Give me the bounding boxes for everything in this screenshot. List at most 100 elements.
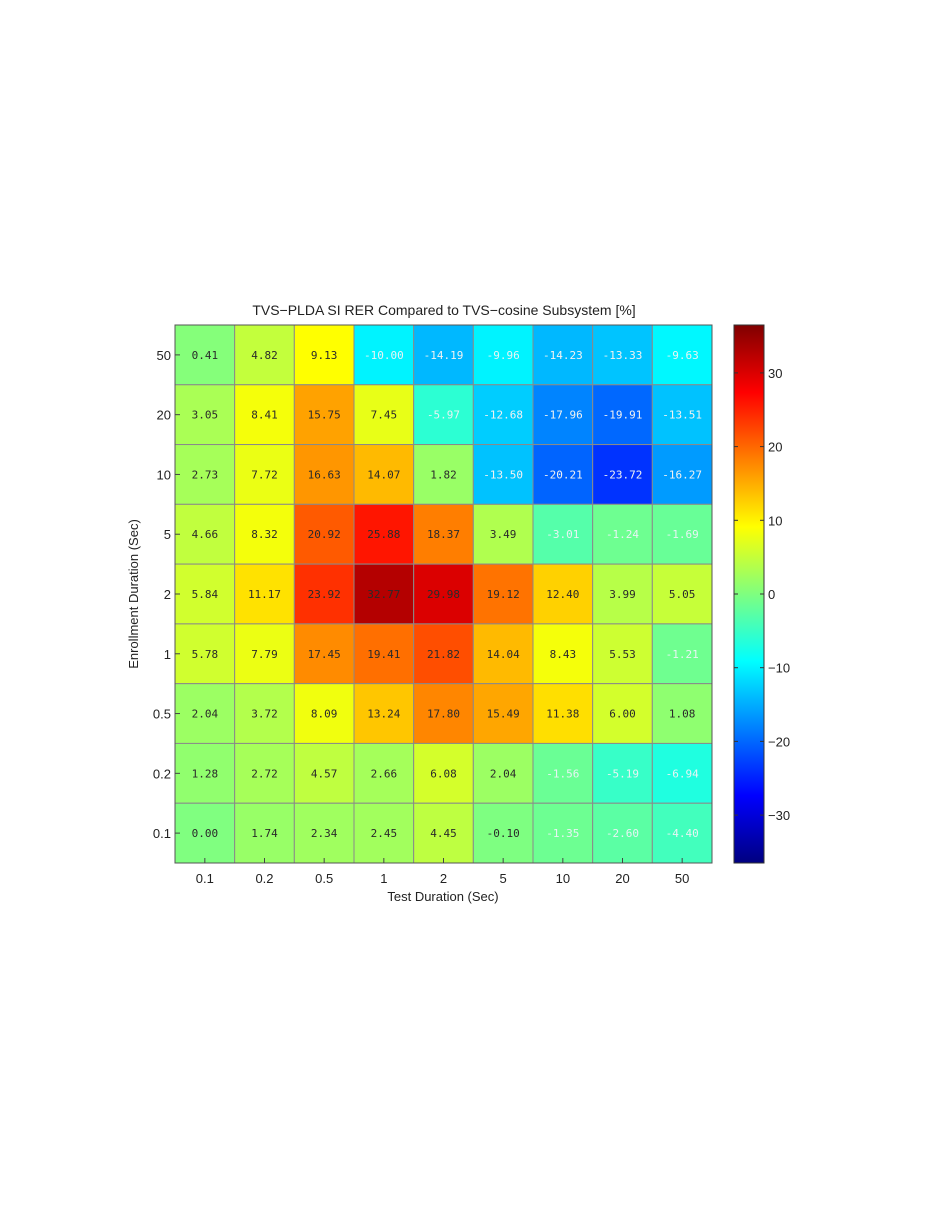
cell-value-label: 5.84 [192,588,219,601]
cell-value-label: 17.80 [427,708,460,721]
y-tick-label: 20 [157,408,171,423]
cell-value-label: 0.00 [192,827,219,840]
cell-value-label: 8.09 [311,708,338,721]
colorbar-tick-label: −20 [768,734,790,749]
y-tick-label: 1 [164,647,171,662]
cell-value-label: -9.96 [487,349,520,362]
cell-value-label: 7.45 [371,409,398,422]
cell-value-label: 0.41 [192,349,219,362]
cell-value-label: 23.92 [308,588,341,601]
y-tick-label: 0.2 [153,766,171,781]
cell-value-label: 3.05 [192,409,219,422]
y-tick-label: 0.5 [153,707,171,722]
cell-value-label: 6.00 [609,708,636,721]
cell-value-label: 1.82 [430,468,457,481]
cell-value-label: 1.08 [669,708,696,721]
y-tick-label: 10 [157,467,171,482]
x-tick-label: 0.5 [315,871,333,886]
cell-value-label: 1.28 [192,767,219,780]
cell-value-label: -2.60 [606,827,639,840]
x-tick-label: 0.2 [255,871,273,886]
x-tick-label: 1 [380,871,387,886]
cell-value-label: 8.41 [251,409,278,422]
cell-value-label: -0.10 [487,827,520,840]
cell-value-label: 19.12 [487,588,520,601]
cell-value-label: 18.37 [427,528,460,541]
cell-value-label: 4.82 [251,349,278,362]
cell-value-label: 2.34 [311,827,338,840]
cell-value-label: 11.38 [546,708,579,721]
cell-value-label: 2.73 [192,468,219,481]
cell-value-label: -12.68 [483,409,523,422]
cell-value-label: -6.94 [666,767,699,780]
cell-value-label: -13.50 [483,468,523,481]
cell-value-label: 15.75 [308,409,341,422]
cell-value-label: 2.72 [251,767,278,780]
cell-value-label: 8.43 [550,648,577,661]
cell-value-label: 7.72 [251,468,278,481]
cell-value-label: 4.66 [192,528,219,541]
cell-value-label: -20.21 [543,468,583,481]
cell-value-label: -1.21 [666,648,699,661]
cell-value-label: 8.32 [251,528,278,541]
cell-value-label: -16.27 [662,468,702,481]
x-tick-label: 2 [440,871,447,886]
y-tick-label: 50 [157,348,171,363]
cell-value-label: -4.40 [666,827,699,840]
colorbar-tick-label: −10 [768,661,790,676]
cell-value-label: 5.05 [669,588,696,601]
cell-value-label: 2.04 [192,708,219,721]
cell-value-label: -1.56 [546,767,579,780]
cell-value-label: -1.24 [606,528,639,541]
x-tick-label: 50 [675,871,689,886]
colorbar-tick-label: −30 [768,808,790,823]
cell-value-label: -10.00 [364,349,404,362]
chart-title: TVS−PLDA SI RER Compared to TVS−cosine S… [252,302,635,318]
x-tick-label: 0.1 [196,871,214,886]
cell-value-label: 4.45 [430,827,457,840]
cell-value-label: 7.79 [251,648,278,661]
cell-value-label: 15.49 [487,708,520,721]
cell-value-label: 4.57 [311,767,338,780]
cell-value-label: 2.66 [371,767,398,780]
cell-value-label: 1.74 [251,827,278,840]
cell-value-label: 3.49 [490,528,517,541]
x-tick-label: 20 [615,871,629,886]
cell-value-label: 29.98 [427,588,460,601]
cell-value-label: -14.23 [543,349,583,362]
y-tick-label: 5 [164,527,171,542]
cell-value-label: -5.19 [606,767,639,780]
cell-value-label: -19.91 [603,409,643,422]
cell-value-label: -17.96 [543,409,583,422]
cell-value-label: 2.45 [371,827,398,840]
cell-value-label: 5.53 [609,648,636,661]
cell-value-label: 17.45 [308,648,341,661]
colorbar [734,325,764,863]
x-tick-label: 10 [556,871,570,886]
cell-value-label: 2.04 [490,767,517,780]
colorbar-tick-label: 30 [768,366,782,381]
y-tick-label: 0.1 [153,826,171,841]
cell-value-label: 14.04 [487,648,520,661]
cell-value-label: 12.40 [546,588,579,601]
cell-value-label: -13.33 [603,349,643,362]
y-axis-label: Enrollment Duration (Sec) [126,519,141,669]
cell-value-label: -1.35 [546,827,579,840]
cell-value-label: -23.72 [603,468,643,481]
cell-value-label: -14.19 [424,349,464,362]
x-axis-label: Test Duration (Sec) [387,889,498,904]
colorbar-tick-label: 10 [768,513,782,528]
cell-value-label: -5.97 [427,409,460,422]
cell-value-label: 6.08 [430,767,457,780]
cell-value-label: -13.51 [662,409,702,422]
colorbar-tick-label: 20 [768,440,782,455]
cell-value-label: 3.99 [609,588,636,601]
cell-value-label: -9.63 [666,349,699,362]
y-tick-label: 2 [164,587,171,602]
cell-value-label: 9.13 [311,349,338,362]
cell-value-label: 21.82 [427,648,460,661]
cell-value-label: 3.72 [251,708,278,721]
cell-value-label: -1.69 [666,528,699,541]
cell-value-label: 25.88 [367,528,400,541]
